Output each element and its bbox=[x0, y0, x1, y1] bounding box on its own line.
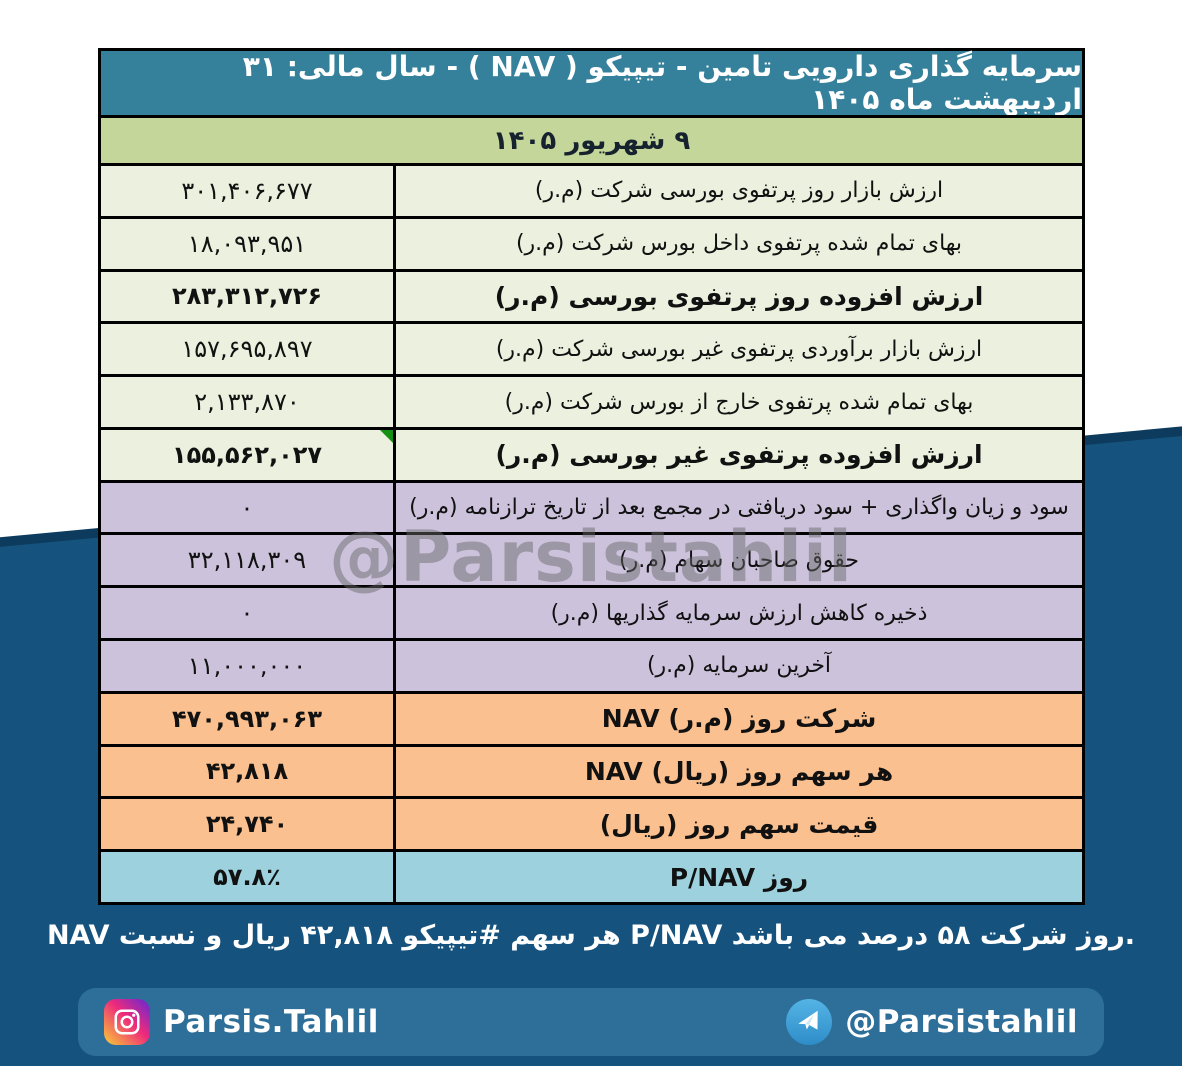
row-label: ارزش افزوده روز پرتفوی بورسی (م.ر) bbox=[494, 281, 984, 311]
row-value: ۲۸۳,۳۱۲,۷۲۶ bbox=[101, 271, 396, 322]
row-label: ذخیره کاهش ارزش سرمایه گذاریها (م.ر) bbox=[550, 600, 928, 626]
social-bar: Parsis.Tahlil @Parsistahlil bbox=[78, 988, 1104, 1056]
row-label: ارزش بازار برآوردی پرتفوی غیر بورسی شرکت… bbox=[495, 336, 983, 362]
row-value: ۳۲,۱۱۸,۳۰۹ bbox=[101, 535, 396, 586]
row-label: بهای تمام شده پرتفوی خارج از بورس شرکت (… bbox=[504, 389, 974, 415]
table-row: ۱۸,۰۹۳,۹۵۱ بهای تمام شده پرتفوی داخل بور… bbox=[101, 215, 1082, 269]
table-row: ۲۸۳,۳۱۲,۷۲۶ ارزش افزوده روز پرتفوی بورسی… bbox=[101, 268, 1082, 322]
table-rows: ۳۰۱,۴۰۶,۶۷۷ ارزش بازار روز پرتفوی بورسی … bbox=[101, 163, 1082, 902]
row-value: ۲,۱۳۳,۸۷۰ bbox=[101, 377, 396, 427]
row-value: ۱۵۷,۶۹۵,۸۹۷ bbox=[101, 324, 396, 375]
row-value: ۰ bbox=[101, 588, 396, 639]
table-row: ۰ سود و زیان واگذاری + سود دریافتی در مج… bbox=[101, 479, 1082, 533]
table-row: ۴۲,۸۱۸ NAV هر سهم روز (ریال) bbox=[101, 743, 1082, 797]
instagram-handle: Parsis.Tahlil bbox=[163, 1004, 379, 1040]
telegram-link[interactable]: @Parsistahlil bbox=[786, 999, 1078, 1045]
row-label: ارزش افزوده پرتفوی غیر بورسی (م.ر) bbox=[495, 440, 983, 470]
row-label: P/NAV روز bbox=[669, 862, 809, 892]
table-row: ۱۵۵,۵۶۲,۰۲۷ ارزش افزوده پرتفوی غیر بورسی… bbox=[101, 426, 1082, 480]
row-label: بهای تمام شده پرتفوی داخل بورس شرکت (م.ر… bbox=[515, 231, 963, 257]
table-row: ۱۵۷,۶۹۵,۸۹۷ ارزش بازار برآوردی پرتفوی غی… bbox=[101, 321, 1082, 375]
row-label: قیمت سهم روز (ریال) bbox=[599, 809, 879, 839]
table-row: ۰ ذخیره کاهش ارزش سرمایه گذاریها (م.ر) bbox=[101, 585, 1082, 639]
table-title: سرمایه گذاری دارویی تامین - تیپیکو ( NAV… bbox=[101, 50, 1082, 116]
row-value: ۰ bbox=[101, 482, 396, 533]
row-label: NAV شرکت روز (م.ر) bbox=[601, 704, 877, 734]
date-banner: ۹ شهریور ۱۴۰۵ bbox=[101, 115, 1082, 163]
row-label: ارزش بازار روز پرتفوی بورسی شرکت (م.ر) bbox=[534, 178, 944, 204]
telegram-handle: @Parsistahlil bbox=[845, 1004, 1078, 1040]
table-row: ۱۱,۰۰۰,۰۰۰ آخرین سرمایه (م.ر) bbox=[101, 638, 1082, 691]
table-row: ۳۲,۱۱۸,۳۰۹ حقوق صاحبان سهام (م.ر) bbox=[101, 532, 1082, 586]
row-value: ۳۰۱,۴۰۶,۶۷۷ bbox=[101, 166, 396, 216]
summary-line: NAV هر سهم #تیپیکو ۴۲,۸۱۸ ریال و نسبت P/… bbox=[46, 920, 1136, 951]
row-label: NAV هر سهم روز (ریال) bbox=[584, 756, 894, 786]
row-label: سود و زیان واگذاری + سود دریافتی در مجمع… bbox=[409, 495, 1069, 521]
row-label: آخرین سرمایه (م.ر) bbox=[646, 653, 832, 679]
row-value: ۴۷۰,۹۹۳,۰۶۳ bbox=[101, 693, 396, 744]
row-value: ۱۸,۰۹۳,۹۵۱ bbox=[101, 218, 396, 269]
instagram-icon bbox=[104, 999, 150, 1045]
row-value: ۴۲,۸۱۸ bbox=[101, 746, 396, 797]
table-row: ۳۰۱,۴۰۶,۶۷۷ ارزش بازار روز پرتفوی بورسی … bbox=[101, 163, 1082, 216]
row-value: ۱۵۵,۵۶۲,۰۲۷ bbox=[101, 429, 396, 480]
instagram-link[interactable]: Parsis.Tahlil bbox=[104, 999, 379, 1045]
table-row: ۲۴,۷۴۰ قیمت سهم روز (ریال) bbox=[101, 796, 1082, 850]
telegram-icon bbox=[786, 999, 833, 1045]
table-row: ۵۷.۸٪ P/NAV روز bbox=[101, 849, 1082, 902]
row-value: ۵۷.۸٪ bbox=[101, 852, 396, 902]
row-label: حقوق صاحبان سهام (م.ر) bbox=[619, 547, 859, 573]
row-value: ۱۱,۰۰۰,۰۰۰ bbox=[101, 641, 396, 691]
nav-table: سرمایه گذاری دارویی تامین - تیپیکو ( NAV… bbox=[98, 48, 1085, 905]
table-row: ۴۷۰,۹۹۳,۰۶۳ NAV شرکت روز (م.ر) bbox=[101, 690, 1082, 744]
row-value: ۲۴,۷۴۰ bbox=[101, 799, 396, 850]
table-row: ۲,۱۳۳,۸۷۰ بهای تمام شده پرتفوی خارج از ب… bbox=[101, 374, 1082, 427]
